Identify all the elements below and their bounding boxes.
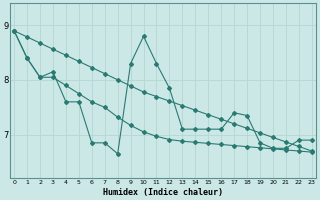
X-axis label: Humidex (Indice chaleur): Humidex (Indice chaleur) <box>103 188 223 197</box>
